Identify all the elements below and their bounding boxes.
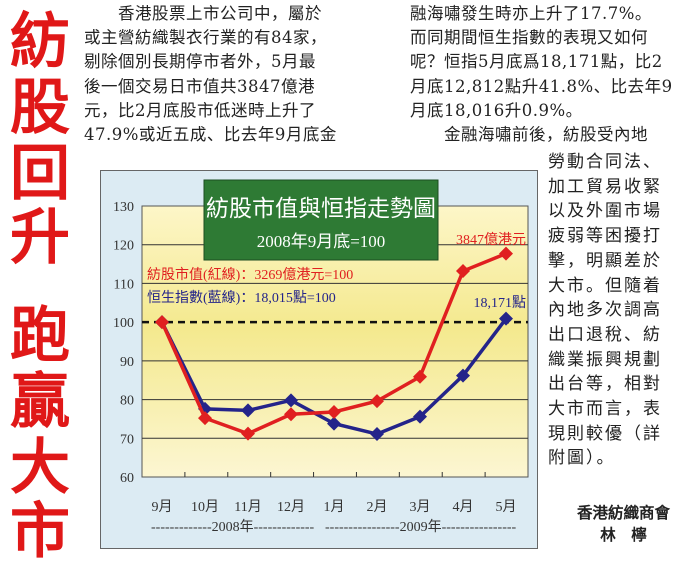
- data-point-blue: [499, 311, 513, 326]
- data-point-blue: [370, 427, 384, 442]
- data-point-blue: [241, 403, 255, 418]
- y-tick-label: 80: [120, 394, 134, 409]
- end-label-red: 3847億港元: [456, 232, 526, 248]
- chart: 60 70 80 90 100 110 120 130 9月 10月 11月 12月 1月 2月 3月 4月 5…: [100, 170, 538, 549]
- x-tick-label: 10月: [191, 499, 219, 515]
- data-point-red: [327, 404, 341, 419]
- year-label-2009: ----------------2009年----------------: [325, 519, 517, 535]
- article-line: 附圖）。: [548, 448, 616, 469]
- headline-char: 市: [10, 497, 70, 567]
- x-tick-label: 5月: [496, 499, 517, 515]
- article-line: 融海嘯發生時亦上升了17.7%。: [410, 4, 652, 23]
- x-tick-label: 3月: [410, 499, 431, 515]
- byline-org: 香港紡織商會: [576, 504, 670, 522]
- article-line: 出台等，相對: [548, 374, 662, 395]
- byline: 香港紡織商會 林 檸: [566, 502, 681, 546]
- headline-char: 贏: [10, 367, 70, 437]
- data-point-red: [499, 246, 513, 261]
- article-line: 勞動合同法、: [548, 152, 662, 172]
- end-label-blue: 18,171點: [474, 295, 527, 311]
- article-line: 內地多次調高: [548, 300, 662, 321]
- chart-title: 紡股市值與恒指走勢圖: [206, 196, 436, 221]
- article-line: 金融海嘯前後，紡股受內地: [410, 125, 648, 145]
- article-line: 47.9%或近五成、比去年9月底金: [84, 125, 337, 145]
- article-line: 現則較優（詳: [548, 423, 662, 444]
- headline-char: 跑: [10, 301, 70, 371]
- article-column-3: 勞動合同法、 加工貿易收緊 以及外圍市場 疲弱等困擾打 擊，明顯差於 大市。但隨着 內地多次…: [548, 150, 662, 471]
- article-column-1: 香港股票上市公司中，屬於 或主營紡織製衣行業的有84家， 剔除個別長期停市者外，5月…: [84, 2, 337, 147]
- y-tick-label: 60: [120, 471, 134, 486]
- y-tick-label: 70: [120, 432, 134, 447]
- byline-author: 林 檸: [600, 526, 647, 544]
- data-point-blue: [413, 409, 427, 424]
- y-tick-label: 130: [113, 200, 134, 215]
- article-line: 加工貿易收緊: [548, 176, 662, 197]
- article-line: 或主營紡織製衣行業的有84家，: [84, 28, 327, 48]
- data-point-red: [456, 264, 470, 279]
- article-line: 月底12,812點升41.8%、比去年9: [410, 76, 673, 96]
- data-point-red: [413, 369, 427, 384]
- headline-char: 股: [10, 73, 70, 143]
- article-line: 呢？恒指5月底爲18,171點，比2: [410, 52, 663, 72]
- data-point-red: [198, 411, 212, 426]
- data-point-blue: [284, 393, 298, 408]
- data-point-blue: [456, 368, 470, 383]
- article-line: 而同期間恒生指數的表現又如何: [410, 28, 648, 48]
- data-point-red: [284, 407, 298, 422]
- chart-title-box: [203, 179, 439, 261]
- article-column-2: 融海嘯發生時亦上升了17.7%。 而同期間恒生指數的表現又如何 呢？恒指5月底爲18…: [410, 2, 673, 147]
- y-tick-label: 110: [114, 277, 134, 292]
- x-tick-label: 9月: [152, 499, 173, 515]
- headline-char: 紡: [10, 7, 70, 77]
- y-tick-label: 100: [113, 316, 134, 331]
- legend-red: 紡股市值(紅線)：3269億港元=100: [147, 266, 353, 283]
- x-tick-label: 2月: [367, 499, 388, 515]
- y-tick-label: 90: [120, 355, 134, 370]
- article-line: 香港股票上市公司中，屬於: [84, 4, 322, 23]
- x-tick-label: 11月: [234, 499, 261, 515]
- article-line: 月底18,016升0.9%。: [410, 100, 583, 120]
- year-label-2008: -------------2008年-------------: [151, 519, 315, 535]
- chart-subtitle: 2008年9月底=100: [257, 232, 386, 251]
- article-line: 剔除個別長期停市者外，5月最: [84, 52, 316, 72]
- data-point-blue: [327, 416, 341, 431]
- x-tick-label: 1月: [324, 499, 345, 515]
- y-tick-label: 120: [113, 239, 134, 254]
- headline-char: 大: [10, 433, 70, 503]
- chart-svg: 60 70 80 90 100 110 120 130 9月 10月 11月 12月 1月 2月 3月 4月 5…: [113, 179, 529, 535]
- article-line: 出口退稅、紡: [548, 324, 662, 345]
- article-line: 織業振興規劃: [548, 349, 662, 370]
- article-line: 疲弱等困擾打: [548, 226, 662, 247]
- headline-char: 回: [10, 139, 70, 209]
- article-line: 擊，明顯差於: [548, 250, 662, 271]
- data-point-red: [241, 426, 255, 441]
- article-line: 大市而言，表: [548, 399, 662, 420]
- legend-blue: 恒生指數(藍線)：18,015點=100: [147, 290, 336, 306]
- article-line: 元，比2月底股市低迷時上升了: [84, 100, 316, 120]
- article-line: 大市。但隨着: [548, 275, 662, 296]
- article-line: 以及外圍市場: [548, 201, 662, 222]
- article-line: 後一個交易日市值共3847億港: [84, 76, 315, 96]
- headline-char: 升: [10, 203, 70, 273]
- x-tick-label: 12月: [277, 499, 305, 515]
- x-tick-label: 4月: [453, 499, 474, 515]
- data-point-red: [370, 394, 384, 409]
- data-point-red: [155, 315, 169, 330]
